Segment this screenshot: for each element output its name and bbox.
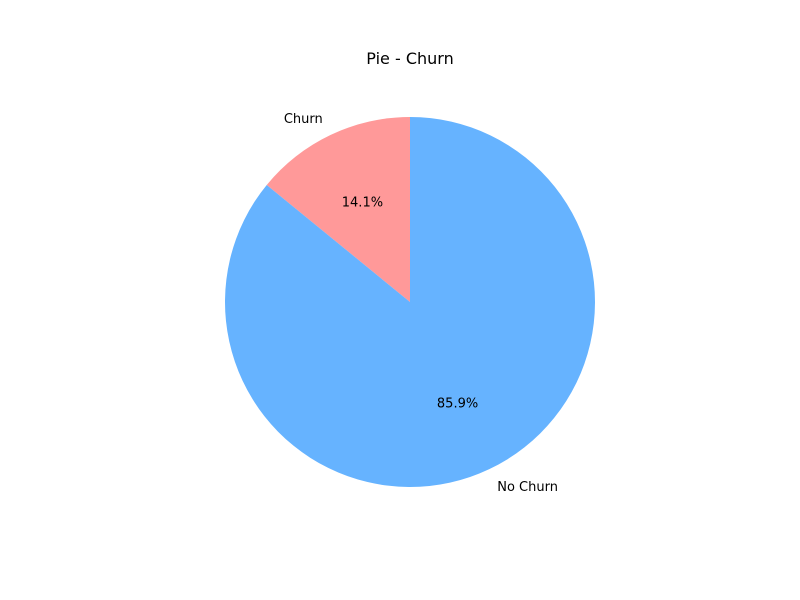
pie-slices xyxy=(224,117,596,487)
pie-slice-no-churn xyxy=(224,117,596,487)
slice-label: No Churn xyxy=(497,480,558,495)
pie-slice-churn xyxy=(266,117,410,302)
slice-label: Churn xyxy=(284,112,323,127)
slice-percentage-label: 85.9% xyxy=(437,396,478,411)
chart-title: Pie - Churn xyxy=(366,49,453,68)
pie-labels: Churn 14.1% No Churn 85.9% xyxy=(284,112,558,495)
slice-percentage-label: 14.1% xyxy=(342,196,383,211)
